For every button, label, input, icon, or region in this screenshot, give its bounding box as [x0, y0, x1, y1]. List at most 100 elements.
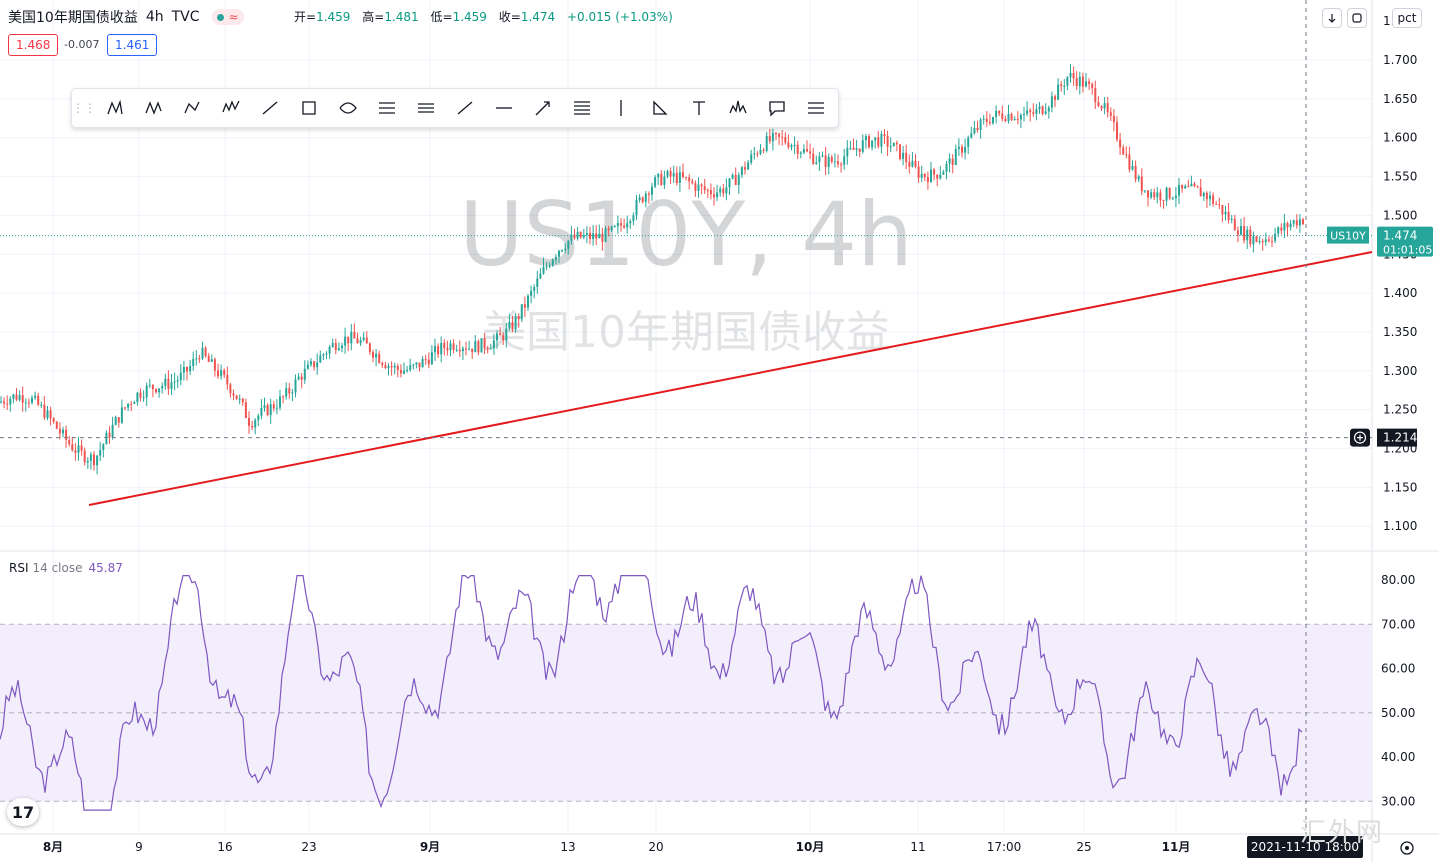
trend-line-tool-button[interactable] — [445, 89, 484, 127]
time-tick-label: 25 — [1076, 840, 1091, 854]
candle-body — [709, 190, 712, 195]
candle-body — [1137, 176, 1140, 180]
candle-body — [700, 184, 703, 187]
trend-line-icon-stroke — [457, 101, 472, 115]
symbol-title[interactable]: 美国10年期国债收益 — [8, 10, 138, 26]
parallel-channel-tool-button[interactable] — [562, 89, 601, 127]
candle-body — [1091, 83, 1094, 89]
candle-body — [979, 119, 982, 131]
rsi-name[interactable]: RSI — [9, 561, 29, 575]
timeframe-label[interactable]: 4h — [145, 9, 164, 25]
candle-body — [1181, 184, 1184, 189]
candle-body — [1119, 139, 1122, 148]
candle-body — [682, 172, 684, 177]
candle-body — [1267, 239, 1270, 241]
ellipse-tool-button[interactable] — [328, 89, 367, 127]
candle-body — [1174, 195, 1177, 199]
candle-body — [933, 169, 936, 175]
candle-body — [313, 361, 316, 368]
candle-body — [458, 349, 461, 352]
market-status-pill[interactable]: ≈ — [211, 9, 244, 25]
candle-body — [362, 337, 365, 341]
candle-body — [68, 439, 71, 445]
candle-body — [220, 370, 223, 377]
candle-body — [0, 401, 2, 403]
candle-body — [554, 256, 557, 260]
candle-body — [855, 148, 858, 150]
candle-body — [387, 366, 390, 369]
rsi-params: 14 close — [32, 561, 83, 575]
candle-body — [381, 362, 384, 366]
fib-channel-tool-button[interactable] — [406, 89, 445, 127]
fullscreen-button[interactable] — [1347, 8, 1367, 28]
sell-button[interactable]: 1.468 — [8, 34, 59, 56]
candle-body — [1116, 122, 1118, 140]
candle-body — [471, 348, 474, 353]
pattern-xabcd-tool-button[interactable] — [94, 89, 133, 127]
candle-body — [1209, 195, 1211, 200]
fib-retracement-tool-button[interactable] — [367, 89, 406, 127]
candle-body — [353, 331, 356, 339]
candle-body — [430, 352, 433, 365]
rectangle-tool-button[interactable] — [289, 89, 328, 127]
candle-body — [703, 186, 706, 191]
candle-body — [461, 348, 464, 352]
candle-body — [1277, 227, 1280, 234]
candle-body — [294, 379, 297, 393]
candle-body — [1233, 218, 1236, 231]
pattern-cypher-tool-button[interactable] — [133, 89, 172, 127]
candle-body — [1292, 220, 1295, 224]
drag-handle-icon[interactable]: ⋮⋮ — [72, 101, 96, 115]
candle-body — [716, 192, 719, 198]
candle-body — [951, 158, 954, 166]
candle-body — [1097, 102, 1100, 107]
candle-body — [629, 221, 632, 224]
candle-body — [282, 396, 285, 398]
text-tool-button[interactable] — [679, 89, 718, 127]
arrow-tool-button[interactable] — [523, 89, 562, 127]
pattern-elliott-tool-button[interactable] — [211, 89, 250, 127]
candle-body — [930, 169, 932, 183]
triangle-tool-button[interactable] — [640, 89, 679, 127]
candle-body — [917, 166, 920, 178]
candle-body — [440, 342, 443, 355]
candle-body — [638, 197, 641, 200]
symbol-tag-bg — [1327, 226, 1369, 244]
ray-tool-button[interactable] — [250, 89, 289, 127]
time-tick-label: 23 — [301, 840, 316, 854]
candle-body — [830, 156, 833, 162]
callout-icon-stroke — [768, 101, 785, 117]
candle-body — [1085, 81, 1087, 87]
pattern-abcd-tool-button[interactable] — [172, 89, 211, 127]
spread-value: -0.007 — [64, 38, 100, 51]
candle-body — [71, 444, 74, 451]
tradingview-logo-icon[interactable]: 17 — [7, 798, 39, 826]
wave-icon: ≈ — [228, 10, 239, 24]
candle-body — [55, 421, 58, 429]
vertical-line-tool-button[interactable] — [601, 89, 640, 127]
candle-body — [564, 248, 567, 251]
candle-body — [570, 234, 573, 241]
pattern-abcd-icon — [183, 101, 200, 114]
percent-scale-button[interactable]: pct — [1392, 8, 1422, 28]
candle-body — [585, 232, 588, 236]
price-candles — [0, 64, 1304, 475]
candle-body — [970, 133, 973, 138]
scroll-down-button[interactable] — [1322, 8, 1342, 28]
pattern-cypher-icon-stroke — [144, 101, 162, 115]
candle-body — [781, 136, 784, 138]
head-shoulders-tool-button[interactable] — [718, 89, 757, 127]
callout-tool-button[interactable] — [757, 89, 796, 127]
candle-body — [1081, 76, 1084, 87]
candle-body — [375, 353, 378, 358]
horizontal-line-tool-button[interactable] — [484, 89, 523, 127]
candle-body — [576, 231, 579, 239]
candle-body — [1289, 223, 1292, 228]
arrow-down-icon — [1328, 14, 1336, 23]
fib-levels-tool-button[interactable] — [796, 89, 835, 127]
time-tick-label: 9 — [135, 840, 143, 854]
candle-body — [533, 286, 536, 291]
candle-body — [508, 322, 511, 329]
buy-button[interactable]: 1.461 — [107, 34, 158, 56]
